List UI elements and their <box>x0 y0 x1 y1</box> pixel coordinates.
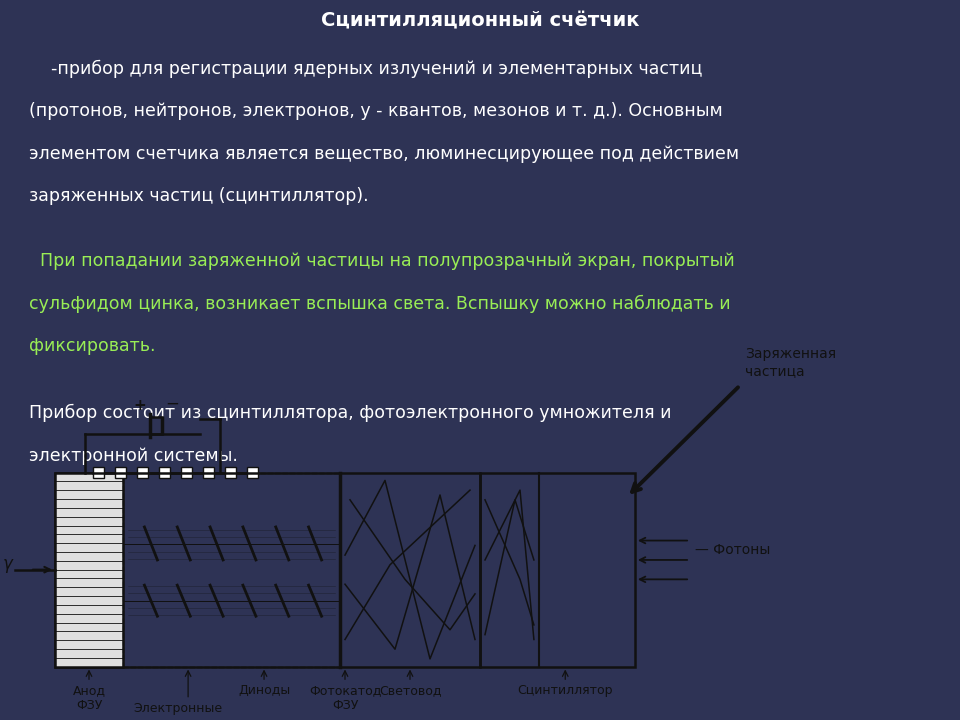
Text: Сцинтилляционный счётчик: Сцинтилляционный счётчик <box>321 11 639 30</box>
Bar <box>93 467 104 479</box>
Bar <box>340 472 480 667</box>
Text: γ: γ <box>3 555 13 573</box>
Bar <box>55 472 123 667</box>
Text: Заряженная
частица: Заряженная частица <box>745 347 836 377</box>
Text: Сцинтиллятор: Сцинтиллятор <box>517 684 613 697</box>
Text: −: − <box>165 395 179 413</box>
Bar <box>181 467 192 479</box>
Text: заряженных частиц (сцинтиллятор).: заряженных частиц (сцинтиллятор). <box>29 187 369 205</box>
Text: сульфидом цинка, возникает вспышка света. Вспышку можно наблюдать и: сульфидом цинка, возникает вспышка света… <box>29 294 731 313</box>
Bar <box>137 467 148 479</box>
Text: Световод: Световод <box>379 684 442 697</box>
Text: фиксировать.: фиксировать. <box>29 338 156 356</box>
Text: элементом счетчика является вещество, люминесцирующее под действием: элементом счетчика является вещество, лю… <box>29 145 739 163</box>
Text: -прибор для регистрации ядерных излучений и элементарных частиц: -прибор для регистрации ядерных излучени… <box>29 59 702 78</box>
Bar <box>480 472 635 667</box>
Bar <box>225 467 236 479</box>
Text: +: + <box>133 397 146 413</box>
Text: — Фотоны: — Фотоны <box>695 544 770 557</box>
Text: Диноды: Диноды <box>238 684 290 697</box>
Text: (протонов, нейтронов, электронов, у - квантов, мезонов и т. д.). Основным: (протонов, нейтронов, электронов, у - кв… <box>29 102 723 120</box>
Bar <box>159 467 170 479</box>
Text: Прибор состоит из сцинтиллятора, фотоэлектронного умножителя и: Прибор состоит из сцинтиллятора, фотоэле… <box>29 404 671 423</box>
Bar <box>247 467 258 479</box>
Text: Электронные
лавины: Электронные лавины <box>133 701 223 720</box>
Bar <box>203 467 214 479</box>
Text: Анод
ФЗУ: Анод ФЗУ <box>73 684 106 712</box>
Text: Фотокатод
ФЗУ: Фотокатод ФЗУ <box>309 684 381 712</box>
Text: При попадании заряженной частицы на полупрозрачный экран, покрытый: При попадании заряженной частицы на полу… <box>29 252 734 270</box>
Bar <box>55 472 340 667</box>
Bar <box>123 472 340 667</box>
Bar <box>115 467 126 479</box>
Text: электронной системы.: электронной системы. <box>29 447 238 465</box>
